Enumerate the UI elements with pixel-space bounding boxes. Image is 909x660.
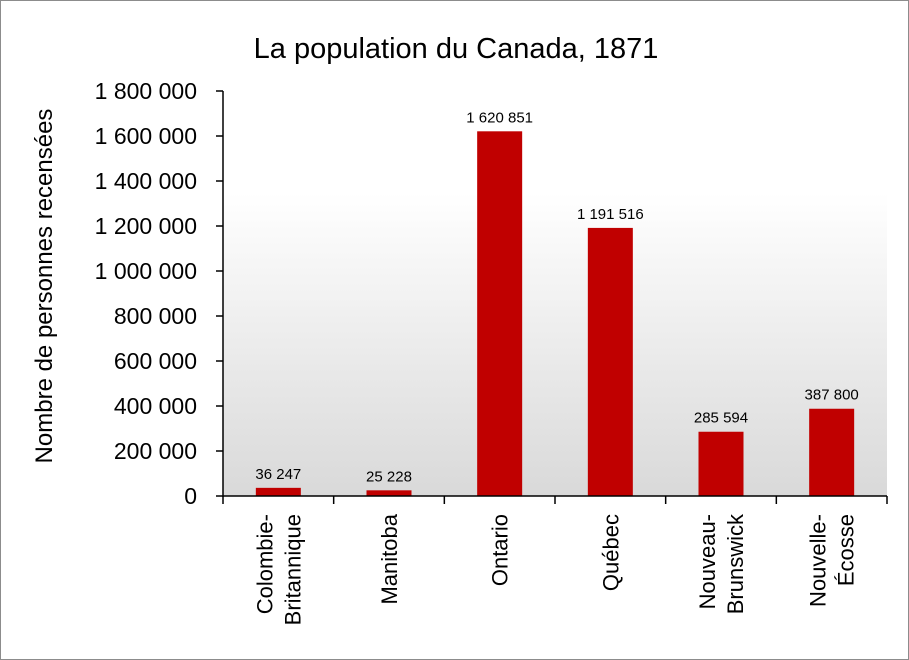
x-tick-label-line: Brunswick	[723, 513, 748, 614]
data-label: 285 594	[694, 410, 748, 427]
y-axis-ticks: 0 200 000 400 000 600 000 800 000 1 000 000 1 …	[95, 78, 223, 509]
plot-area	[223, 91, 887, 496]
x-tick-label-line: Écosse	[834, 514, 859, 586]
bar	[587, 227, 633, 496]
y-tick-label: 0	[184, 483, 197, 509]
y-tick-label: 1 800 000	[95, 78, 197, 104]
x-tick-label-line: Nouvelle-	[806, 514, 831, 607]
x-tick-label: Ontario	[488, 514, 513, 586]
data-label: 36 247	[255, 466, 301, 483]
x-tick-label-line: Nouveau-	[695, 514, 720, 609]
bar	[477, 131, 523, 496]
bar	[698, 431, 744, 496]
data-label: 25 228	[366, 468, 412, 485]
bar	[366, 490, 412, 496]
x-tick-label: Nouveau- Brunswick	[695, 513, 748, 614]
y-tick-label: 200 000	[114, 438, 197, 464]
x-tick-label-line: Québec	[598, 514, 623, 591]
x-axis-ticks: Colombie- Britannique Manitoba Ontario Québe…	[222, 496, 888, 625]
y-tick-label: 800 000	[114, 303, 197, 329]
chart-title: La population du Canada, 1871	[254, 33, 659, 65]
x-tick-label-line: Colombie-	[252, 514, 277, 614]
x-tick-label-line: Manitoba	[377, 513, 402, 604]
y-tick-label: 600 000	[114, 348, 197, 374]
y-tick-label: 1 400 000	[95, 168, 197, 194]
x-tick-label: Nouvelle- Écosse	[806, 514, 859, 607]
data-label: 1 620 851	[466, 109, 533, 126]
x-tick-label-line: Ontario	[488, 514, 513, 586]
bar	[255, 487, 301, 496]
y-tick-label: 1 600 000	[95, 123, 197, 149]
data-label: 1 191 516	[577, 206, 644, 223]
bars	[255, 131, 855, 496]
y-tick-label: 1 200 000	[95, 213, 197, 239]
x-tick-label: Colombie- Britannique	[252, 514, 305, 625]
y-tick-label: 1 000 000	[95, 258, 197, 284]
x-tick-label: Manitoba	[377, 513, 402, 604]
x-tick-label-line: Britannique	[280, 514, 305, 625]
bar	[809, 408, 855, 496]
y-tick-label: 400 000	[114, 393, 197, 419]
x-tick-label: Québec	[598, 514, 623, 591]
data-label: 387 800	[805, 387, 859, 404]
data-labels: 36 247 25 228 1 620 851 1 191 516 285 594 387…	[255, 109, 858, 485]
y-axis-label: Nombre de personnes recensées	[31, 109, 58, 464]
